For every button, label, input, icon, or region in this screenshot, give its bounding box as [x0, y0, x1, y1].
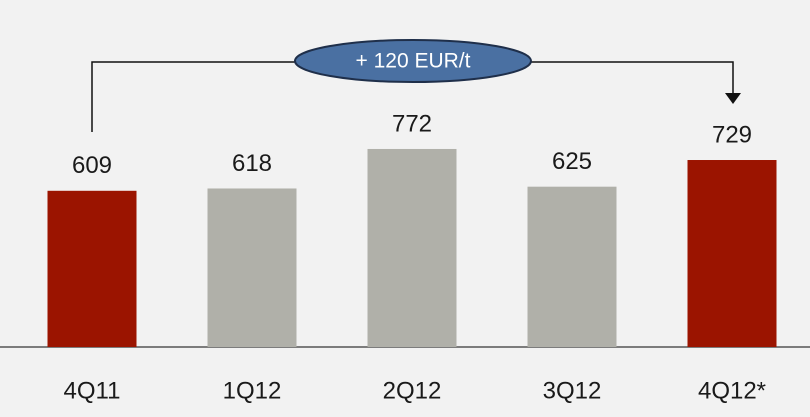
value-label: 609	[72, 152, 112, 179]
value-label: 729	[712, 121, 752, 148]
x-tick-label: 2Q12	[383, 377, 442, 404]
bar	[47, 190, 137, 347]
x-tick-label: 1Q12	[223, 377, 282, 404]
bar	[527, 186, 617, 347]
x-tick-label: 4Q12*	[698, 377, 766, 404]
value-label: 625	[552, 148, 592, 175]
bar	[367, 148, 457, 347]
bar	[207, 188, 297, 347]
x-tick-label: 4Q11	[64, 377, 121, 404]
x-tick-label: 3Q12	[543, 377, 602, 404]
bar	[687, 160, 777, 347]
arrow-head	[725, 93, 741, 104]
annotation: + 120 EUR/t	[356, 50, 471, 73]
annotation-bubble	[294, 39, 532, 83]
value-label: 618	[232, 150, 272, 177]
value-label: 772	[392, 110, 432, 137]
